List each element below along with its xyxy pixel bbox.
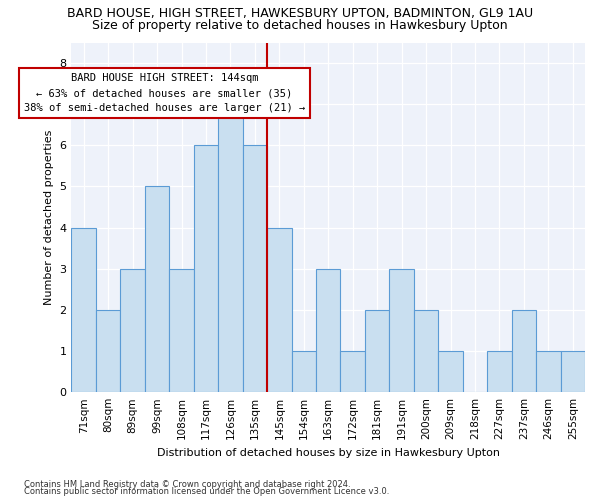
Bar	[145, 186, 169, 392]
Bar	[242, 146, 267, 392]
Bar	[267, 228, 292, 392]
Bar	[512, 310, 536, 392]
Bar	[96, 310, 121, 392]
Bar	[438, 351, 463, 392]
Y-axis label: Number of detached properties: Number of detached properties	[44, 130, 54, 305]
Bar	[121, 269, 145, 392]
Bar	[487, 351, 512, 392]
Bar	[536, 351, 560, 392]
Bar	[389, 269, 414, 392]
Text: Size of property relative to detached houses in Hawkesbury Upton: Size of property relative to detached ho…	[92, 19, 508, 32]
Bar	[292, 351, 316, 392]
Text: Contains public sector information licensed under the Open Government Licence v3: Contains public sector information licen…	[24, 487, 389, 496]
Bar	[194, 146, 218, 392]
Bar	[169, 269, 194, 392]
Bar	[340, 351, 365, 392]
Bar	[560, 351, 585, 392]
Bar	[218, 104, 242, 392]
Bar	[316, 269, 340, 392]
Bar	[365, 310, 389, 392]
Text: BARD HOUSE HIGH STREET: 144sqm
← 63% of detached houses are smaller (35)
38% of : BARD HOUSE HIGH STREET: 144sqm ← 63% of …	[24, 74, 305, 113]
Text: Contains HM Land Registry data © Crown copyright and database right 2024.: Contains HM Land Registry data © Crown c…	[24, 480, 350, 489]
Bar	[414, 310, 438, 392]
X-axis label: Distribution of detached houses by size in Hawkesbury Upton: Distribution of detached houses by size …	[157, 448, 500, 458]
Text: BARD HOUSE, HIGH STREET, HAWKESBURY UPTON, BADMINTON, GL9 1AU: BARD HOUSE, HIGH STREET, HAWKESBURY UPTO…	[67, 8, 533, 20]
Bar	[71, 228, 96, 392]
